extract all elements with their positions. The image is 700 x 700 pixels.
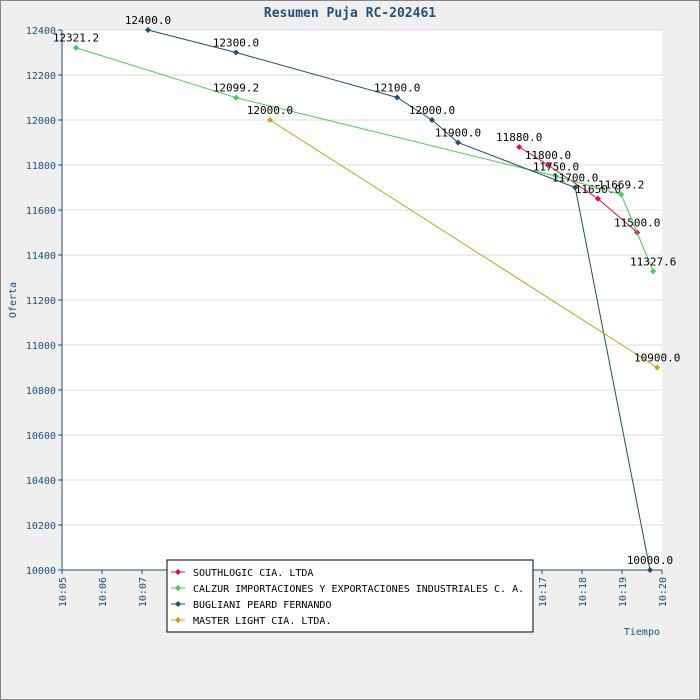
data-label: 11700.0 bbox=[552, 172, 598, 185]
y-tick-label: 11400 bbox=[26, 251, 56, 262]
y-tick-label: 10200 bbox=[26, 521, 56, 532]
data-label: 11900.0 bbox=[435, 127, 481, 140]
data-point bbox=[233, 49, 239, 56]
data-point bbox=[595, 195, 601, 202]
data-label: 12300.0 bbox=[213, 37, 259, 50]
x-tick-label: 10:20 bbox=[658, 577, 669, 607]
data-label: 12100.0 bbox=[374, 82, 420, 95]
x-tick-label: 10:06 bbox=[98, 577, 109, 607]
data-point bbox=[654, 364, 661, 371]
series-line bbox=[269, 119, 658, 368]
legend-label: MASTER LIGHT CIA. LTDA. bbox=[193, 616, 331, 627]
data-label: 11669.2 bbox=[598, 178, 644, 191]
y-tick-label: 11600 bbox=[26, 206, 56, 217]
data-point bbox=[572, 184, 579, 191]
data-label: 11800.0 bbox=[525, 149, 571, 162]
y-axis-label: Oferta bbox=[8, 282, 19, 318]
data-point bbox=[553, 173, 559, 180]
data-label: 12400.0 bbox=[125, 14, 171, 27]
data-point bbox=[516, 144, 523, 150]
data-label: 12000.0 bbox=[409, 104, 455, 117]
x-axis-label: Tiempo bbox=[624, 627, 660, 638]
legend-box bbox=[166, 559, 534, 633]
data-point bbox=[233, 94, 239, 101]
data-point bbox=[545, 162, 551, 168]
data-label: 12099.2 bbox=[213, 82, 259, 95]
y-tick-label: 11200 bbox=[26, 296, 56, 307]
y-tick-label: 10000 bbox=[26, 566, 56, 577]
data-label: 12000.0 bbox=[247, 104, 293, 117]
data-label: 11750.0 bbox=[533, 160, 579, 173]
data-point bbox=[647, 567, 653, 573]
y-tick-label: 12000 bbox=[26, 116, 56, 127]
data-label: 10900.0 bbox=[634, 352, 680, 365]
chart-title: Resumen Puja RC-202461 bbox=[264, 6, 436, 21]
y-tick-label: 10600 bbox=[26, 431, 56, 442]
data-point bbox=[267, 117, 273, 123]
data-point bbox=[455, 139, 461, 146]
legend-label: CALZUR IMPORTACIONES Y EXPORTACIONES IND… bbox=[193, 584, 524, 595]
data-point bbox=[145, 27, 151, 33]
y-tick-label: 10800 bbox=[26, 386, 56, 397]
legend: SOUTHLOGIC CIA. LTDA CALZUR IMPORTACIONES… bbox=[166, 559, 534, 633]
x-tick-label: 10:18 bbox=[578, 577, 589, 607]
y-tick-label: 11000 bbox=[26, 341, 56, 352]
y-tick-label: 11800 bbox=[26, 161, 56, 172]
legend-label: SOUTHLOGIC CIA. LTDA bbox=[193, 568, 313, 579]
x-tick-label: 10:07 bbox=[138, 577, 149, 607]
legend-marker bbox=[175, 601, 181, 607]
x-tick-label: 10:05 bbox=[58, 577, 69, 607]
legend-marker bbox=[175, 585, 181, 591]
data-label: 11650.0 bbox=[575, 183, 621, 196]
x-tick-label: 10:17 bbox=[538, 577, 549, 607]
legend-marker bbox=[175, 617, 181, 623]
y-tick-label: 10400 bbox=[26, 476, 56, 487]
data-label: 11880.0 bbox=[496, 131, 542, 144]
x-tick-label: 10:19 bbox=[618, 577, 629, 607]
data-point bbox=[650, 268, 657, 275]
data-point bbox=[618, 191, 625, 198]
series-line bbox=[518, 146, 638, 233]
data-label: 10000.0 bbox=[627, 554, 673, 567]
y-tick-label: 12400 bbox=[26, 26, 56, 37]
legend-label: BUGLIANI PEARD FERNANDO bbox=[193, 600, 331, 611]
data-label: 11500.0 bbox=[614, 217, 660, 230]
data-label: 11327.6 bbox=[630, 255, 676, 268]
data-point bbox=[394, 94, 401, 101]
data-point bbox=[73, 44, 79, 51]
data-point bbox=[429, 117, 435, 123]
y-tick-label: 12200 bbox=[26, 71, 56, 82]
data-label: 12321.2 bbox=[53, 32, 99, 45]
legend-marker bbox=[175, 569, 181, 575]
